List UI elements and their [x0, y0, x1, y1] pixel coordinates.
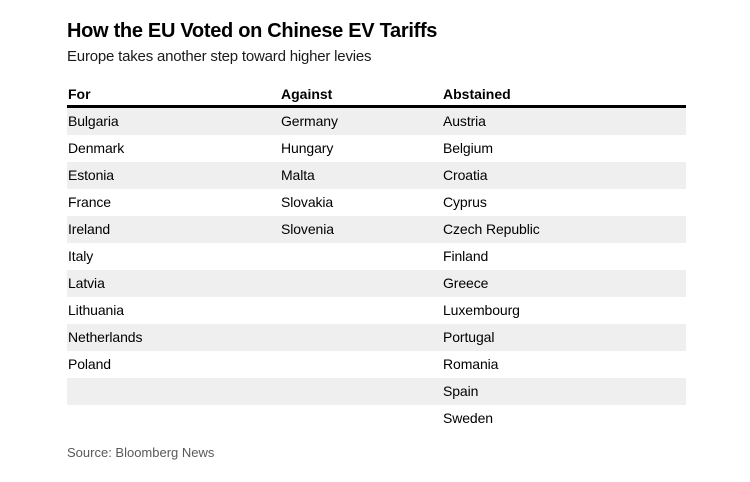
table-row: France Slovakia Cyprus [67, 189, 686, 216]
table-cell: Finland [443, 248, 489, 264]
table-cell: Estonia [68, 167, 114, 183]
column-header-against: Against [281, 86, 333, 102]
table-cell: Germany [281, 113, 338, 129]
table-header-row: For Against Abstained [67, 87, 686, 108]
table-cell: Bulgaria [68, 113, 119, 129]
table-row: Latvia Greece [67, 270, 686, 297]
table-cell: Lithuania [68, 302, 124, 318]
table-row: Poland Romania [67, 351, 686, 378]
table-row: Estonia Malta Croatia [67, 162, 686, 189]
column-header-abstained: Abstained [443, 86, 511, 102]
table-cell: Cyprus [443, 194, 487, 210]
table-cell: Ireland [68, 221, 111, 237]
table-cell: Latvia [68, 275, 105, 291]
table-cell: Netherlands [68, 329, 143, 345]
table-row: Sweden [67, 405, 686, 432]
table-cell: Belgium [443, 140, 493, 156]
table-cell: Greece [443, 275, 489, 291]
table-row: Italy Finland [67, 243, 686, 270]
chart-title: How the EU Voted on Chinese EV Tariffs [67, 20, 438, 42]
table-cell: Slovenia [281, 221, 334, 237]
table-row: Lithuania Luxembourg [67, 297, 686, 324]
chart-subtitle: Europe takes another step toward higher … [67, 48, 372, 65]
table-body: Bulgaria Germany Austria Denmark Hungary… [67, 108, 686, 432]
table-row: Bulgaria Germany Austria [67, 108, 686, 135]
table-cell: Portugal [443, 329, 495, 345]
table-cell: Luxembourg [443, 302, 520, 318]
source-attribution: Source: Bloomberg News [67, 445, 215, 460]
table-cell: Poland [68, 356, 111, 372]
table-cell: Denmark [68, 140, 125, 156]
news-table-graphic: How the EU Voted on Chinese EV Tariffs E… [67, 0, 686, 460]
table-row: Ireland Slovenia Czech Republic [67, 216, 686, 243]
table-cell: Slovakia [281, 194, 334, 210]
table-cell: Austria [443, 113, 486, 129]
table-row: Denmark Hungary Belgium [67, 135, 686, 162]
table-cell: Croatia [443, 167, 488, 183]
table-cell: Sweden [443, 410, 493, 426]
column-header-for: For [68, 86, 91, 102]
table-cell: Romania [443, 356, 499, 372]
table-cell: France [68, 194, 111, 210]
table-cell: Czech Republic [443, 221, 540, 237]
table-cell: Italy [68, 248, 94, 264]
table-row: Netherlands Portugal [67, 324, 686, 351]
table-cell: Malta [281, 167, 315, 183]
table-cell: Hungary [281, 140, 334, 156]
table-row: Spain [67, 378, 686, 405]
table-cell: Spain [443, 383, 479, 399]
